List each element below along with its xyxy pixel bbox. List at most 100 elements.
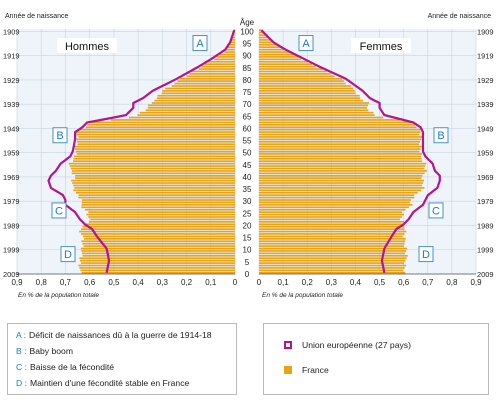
annotation-box-a <box>298 35 314 52</box>
bar-femmes-france <box>259 102 370 104</box>
bar-femmes-france <box>259 80 344 82</box>
bar-femmes-france <box>259 58 301 61</box>
bar-femmes-france <box>259 238 406 240</box>
bar-hommes-france <box>73 184 235 187</box>
bar-hommes-france <box>216 56 235 58</box>
bar-hommes-france <box>78 136 235 138</box>
bar-hommes-france <box>233 29 235 32</box>
bar-femmes-france <box>259 179 425 182</box>
france-swatch <box>284 366 292 374</box>
bar-femmes-france <box>259 206 410 209</box>
bar-hommes-france <box>86 213 235 216</box>
bar-femmes-france <box>259 63 313 65</box>
age-tick-label: 0 <box>245 270 250 279</box>
annotation-letter-a: A <box>196 38 204 50</box>
bar-femmes-france <box>259 29 262 32</box>
bar-hommes-france <box>81 262 236 264</box>
bar-femmes-france <box>259 235 403 238</box>
bar-femmes-france <box>259 264 407 267</box>
bar-hommes-france <box>74 155 235 158</box>
annotation-letter-c: C <box>55 205 63 217</box>
bar-hommes-france <box>83 245 235 247</box>
bar-femmes-france <box>259 128 421 131</box>
x-tick-label-right: 0,6 <box>398 278 410 287</box>
bar-femmes-france <box>259 109 369 112</box>
x-tick-label-right: 0 <box>257 278 262 287</box>
bar-femmes-france <box>259 140 421 143</box>
legend-france-label: France <box>302 365 329 375</box>
bar-femmes-france <box>259 170 427 172</box>
bar-femmes-france <box>259 254 408 257</box>
note-a: A : Déficit de naissances dû à la guerre … <box>16 330 212 340</box>
bar-femmes-france <box>259 53 296 56</box>
age-tick-label: 70 <box>243 100 252 109</box>
x-tick-label-left: 0,6 <box>84 278 96 287</box>
bar-hommes-france <box>81 271 235 274</box>
bar-hommes-france <box>79 257 235 260</box>
age-axis-label: Âge <box>240 18 255 27</box>
age-tick-label: 75 <box>243 88 252 97</box>
bar-hommes-france <box>72 160 235 163</box>
bar-femmes-france <box>259 157 422 160</box>
bar-femmes-france <box>259 194 415 196</box>
bar-femmes-france <box>259 228 405 230</box>
bar-femmes-france <box>259 225 405 228</box>
bar-femmes-france <box>259 189 422 192</box>
bar-femmes-france <box>259 165 426 167</box>
annotation-letter-b: B <box>56 130 63 142</box>
age-tick-label: 15 <box>243 234 252 243</box>
bar-hommes-france <box>201 65 235 68</box>
bar-hommes-france <box>73 189 235 192</box>
bar-hommes-france <box>78 196 235 199</box>
bar-femmes-france <box>259 153 423 155</box>
bar-femmes-france <box>259 172 425 175</box>
note-c: C : Baisse de la fécondité <box>16 362 115 372</box>
bar-femmes-france <box>259 155 422 158</box>
bar-femmes-france <box>259 187 425 189</box>
bar-hommes-france <box>189 73 235 75</box>
bar-femmes-france <box>259 259 406 262</box>
year-tick-right: 1989 <box>477 221 493 230</box>
bar-femmes-france <box>259 60 309 63</box>
bar-hommes-france <box>81 252 236 255</box>
bar-hommes-france <box>157 94 235 97</box>
eu-swatch <box>284 341 292 349</box>
annotation-letter-c: C <box>432 205 440 217</box>
bar-femmes-france <box>259 177 422 180</box>
bar-hommes-france <box>207 60 235 63</box>
bar-femmes-france <box>259 116 384 119</box>
bar-hommes-france <box>74 131 236 133</box>
year-tick-right: 1969 <box>477 173 493 182</box>
bar-hommes-france <box>110 119 235 121</box>
bar-hommes-france <box>69 165 235 167</box>
bar-femmes-france <box>259 262 405 264</box>
x-tick-label-left: 0,2 <box>181 278 193 287</box>
bar-femmes-france <box>259 97 361 99</box>
population-pyramid-chart: 0,9 0,9 0,8 0,8 0,7 0,7 0,6 0,6 0,5 0,5 0,4 0,4 0,3 0… <box>3 13 493 299</box>
bar-hommes-france <box>186 75 235 78</box>
bar-hommes-france <box>137 114 235 116</box>
bar-hommes-france <box>198 68 235 70</box>
annotation-box-b <box>52 127 68 144</box>
bar-femmes-france <box>259 182 423 184</box>
bar-hommes-france <box>88 211 236 213</box>
bar-femmes-france <box>259 123 416 126</box>
x-tick-label-right: 0,9 <box>470 278 482 287</box>
note-d: D : Maintien d'une fécondité stable en Fr… <box>16 378 190 388</box>
year-tick-right: 2009 <box>477 270 493 279</box>
x-tick-label-right: 0,7 <box>422 278 434 287</box>
bar-femmes-france <box>259 174 423 177</box>
bar-femmes-france <box>259 104 369 107</box>
year-tick-right: 1929 <box>477 76 493 85</box>
bar-hommes-france <box>139 111 235 114</box>
panel-title-femmes: Femmes <box>360 41 403 53</box>
annotation-letter-d: D <box>64 249 72 261</box>
bar-hommes-france <box>70 167 235 170</box>
year-tick-left: 1959 <box>3 149 19 158</box>
age-tick-label: 80 <box>243 76 252 85</box>
bar-hommes-france <box>72 182 235 184</box>
bar-hommes-france <box>154 99 235 102</box>
age-tick-label: 50 <box>243 149 252 158</box>
bar-hommes-france <box>74 187 235 189</box>
bar-femmes-france <box>259 267 405 269</box>
